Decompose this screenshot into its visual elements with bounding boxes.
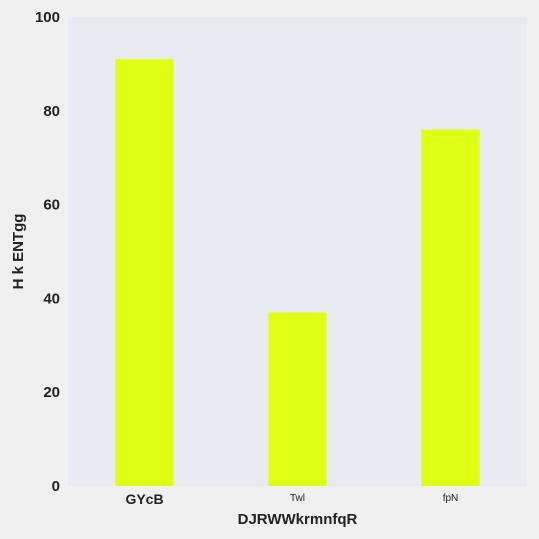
bar-GYcB: [115, 59, 174, 486]
bar-Twl: [268, 312, 327, 486]
y-axis-title: H k ENTgg: [10, 214, 27, 290]
x-axis-ticks: GYcB Twl fpN: [125, 491, 458, 507]
bars-group: [115, 59, 480, 486]
x-tick-label: Twl: [290, 493, 305, 504]
y-axis-ticks: 0 20 40 60 80 100: [35, 9, 60, 495]
y-tick-label: 0: [52, 478, 60, 495]
y-tick-label: 40: [43, 290, 60, 307]
x-axis-title: DJRWWkrmnfqR: [238, 511, 358, 528]
bar-fpN: [421, 129, 480, 486]
x-tick-label: fpN: [443, 493, 459, 504]
x-tick-label: GYcB: [125, 491, 163, 507]
y-tick-label: 100: [35, 9, 60, 26]
y-tick-label: 20: [43, 384, 60, 401]
y-tick-label: 60: [43, 197, 60, 214]
y-tick-label: 80: [43, 103, 60, 120]
